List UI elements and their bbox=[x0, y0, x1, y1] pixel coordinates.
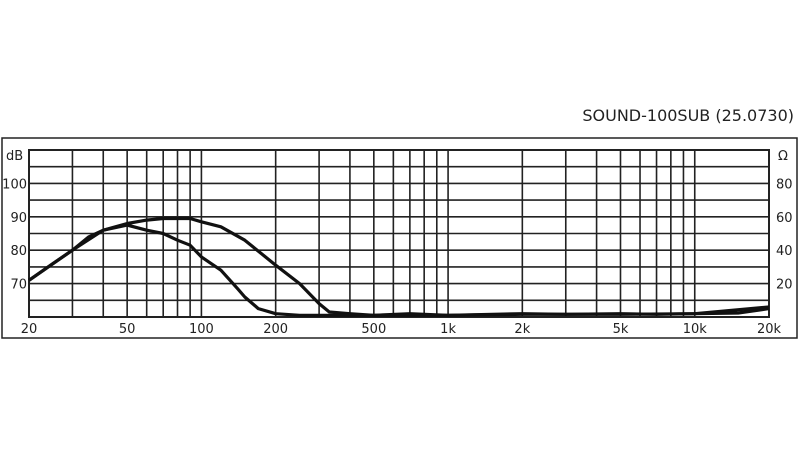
y-tick-label-right: 80 bbox=[776, 177, 793, 192]
y-tick-label-left: 80 bbox=[10, 244, 27, 259]
x-tick-label: 5k bbox=[613, 322, 629, 337]
y-axis-label-left: dB bbox=[6, 149, 23, 164]
x-tick-label: 500 bbox=[361, 322, 386, 337]
y-tick-label-right: 40 bbox=[776, 244, 793, 259]
x-tick-label: 50 bbox=[119, 322, 136, 337]
x-tick-label: 200 bbox=[263, 322, 288, 337]
y-tick-label-right: 60 bbox=[776, 211, 793, 226]
y-axis-label-right: Ω bbox=[778, 149, 788, 164]
x-tick-label: 20k bbox=[757, 322, 782, 337]
y-tick-label-right: 20 bbox=[776, 278, 793, 293]
chart-title: SOUND-100SUB (25.0730) bbox=[582, 106, 794, 125]
x-tick-label: 2k bbox=[514, 322, 530, 337]
x-tick-label: 20 bbox=[21, 322, 38, 337]
series-line-2 bbox=[28, 223, 770, 317]
y-tick-label-left: 90 bbox=[10, 211, 27, 226]
x-tick-label: 1k bbox=[440, 322, 456, 337]
y-tick-label-left: 100 bbox=[2, 177, 27, 192]
chart-frame bbox=[1, 137, 798, 339]
plot-area-border bbox=[28, 149, 770, 318]
x-tick-label: 100 bbox=[189, 322, 214, 337]
x-tick-label: 10k bbox=[683, 322, 708, 337]
y-tick-label-left: 70 bbox=[10, 278, 27, 293]
